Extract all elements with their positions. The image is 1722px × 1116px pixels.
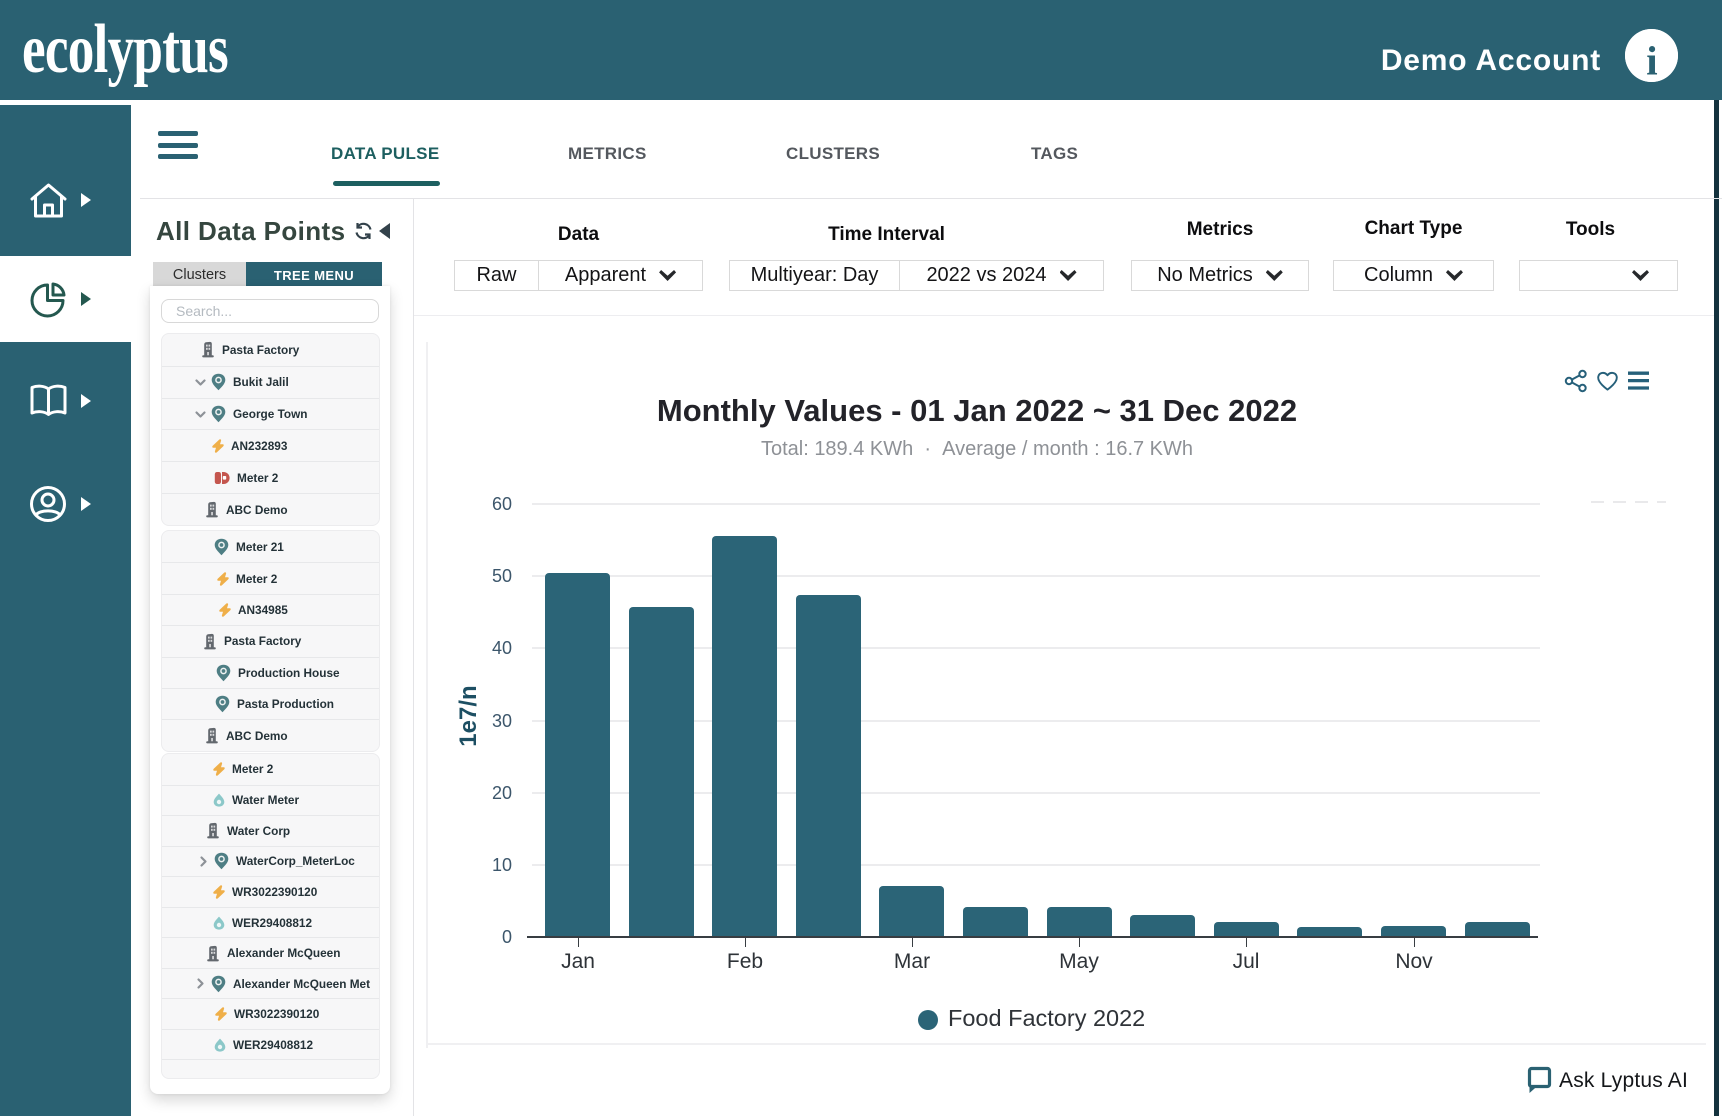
svg-text:i: i xyxy=(1646,38,1657,83)
